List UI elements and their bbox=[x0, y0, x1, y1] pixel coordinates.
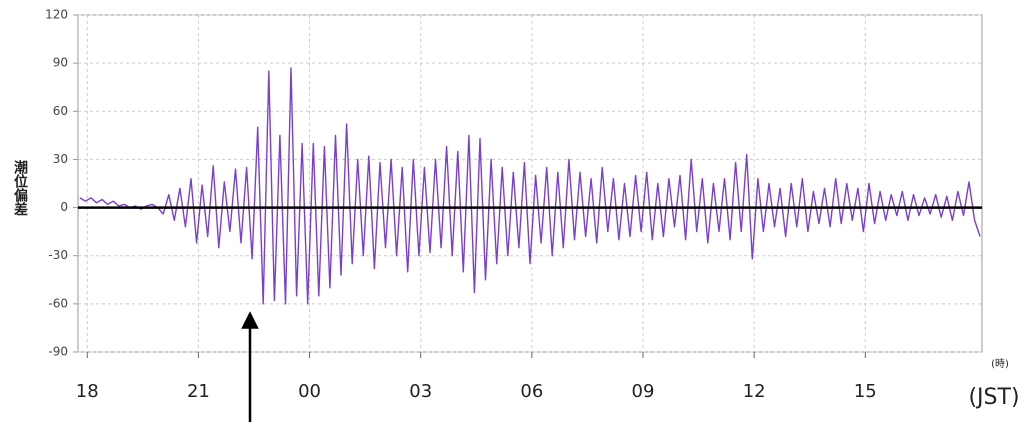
x-tick-label: 09 bbox=[632, 381, 655, 402]
y-tick-label: -30 bbox=[48, 248, 68, 262]
marks bbox=[79, 67, 981, 305]
x-tick-label: 18 bbox=[76, 381, 99, 402]
y-tick-label: -60 bbox=[48, 296, 68, 310]
x-tick-label: 21 bbox=[187, 381, 210, 402]
x-tick-label: 00 bbox=[298, 381, 321, 402]
y-tick-label: -90 bbox=[48, 345, 68, 359]
x-axis-label: (JST) bbox=[968, 385, 1019, 410]
x-unit-label: (時) bbox=[991, 358, 1009, 370]
y-tick-label: 0 bbox=[60, 200, 68, 214]
x-tick-label: 15 bbox=[854, 381, 877, 402]
y-tick-label: 90 bbox=[53, 56, 68, 70]
y-axis-label: 潮位偏差 bbox=[12, 159, 28, 216]
x-tick-label: 12 bbox=[743, 381, 766, 402]
y-tick-label: 120 bbox=[45, 8, 68, 22]
x-tick-label: 03 bbox=[409, 381, 432, 402]
x-tick-label: 06 bbox=[520, 381, 543, 402]
y-tick-label: 60 bbox=[53, 104, 68, 118]
y-tick-label: 30 bbox=[53, 152, 68, 166]
plot-area bbox=[77, 14, 983, 353]
data-line bbox=[79, 67, 981, 305]
